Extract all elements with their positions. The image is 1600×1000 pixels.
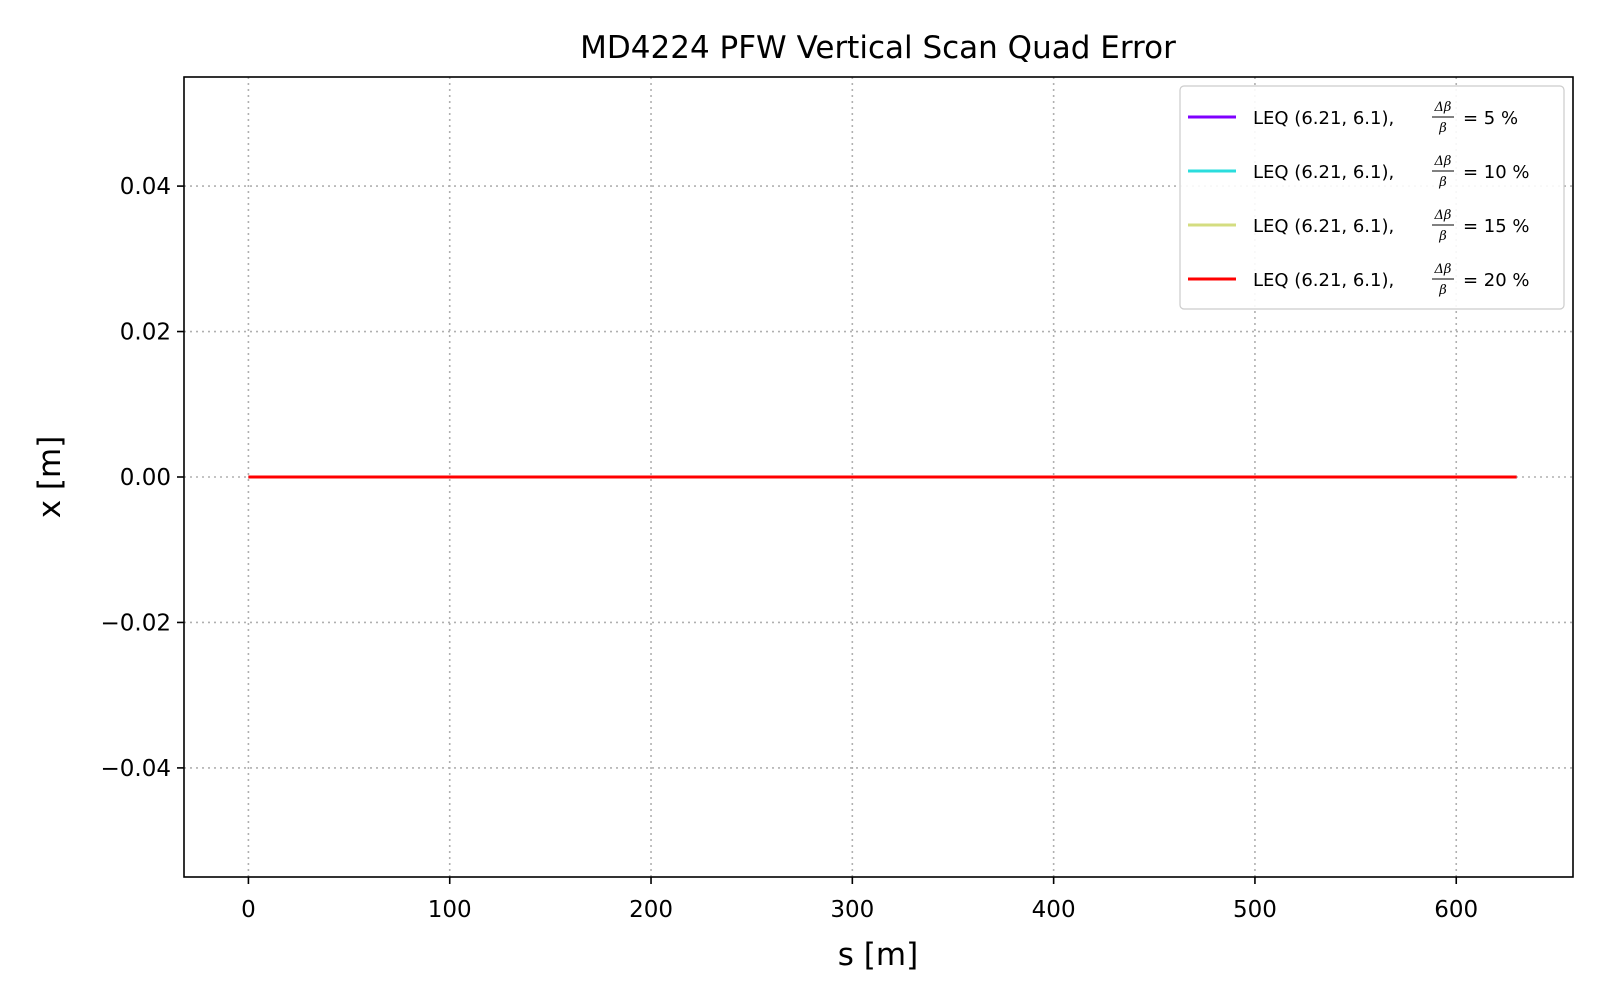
legend-percent: = 10 % [1463,162,1530,183]
y-tick-label: −0.04 [101,756,171,782]
x-tick-label: 600 [1434,897,1478,923]
legend-label: LEQ (6.21, 6.1), [1253,162,1394,183]
legend-fraction-denominator: β [1438,229,1447,244]
x-ticks: 0 100 200 300 400 500 600 [241,877,1478,923]
legend-percent: = 20 % [1463,270,1530,291]
x-tick-label: 400 [1032,897,1076,923]
x-axis-label: s [m] [838,937,918,973]
legend-percent: = 15 % [1463,216,1530,237]
legend-fraction-numerator: Δβ [1434,208,1452,223]
y-ticks: −0.04 −0.02 0.00 0.02 0.04 [101,174,184,782]
legend-label: LEQ (6.21, 6.1), [1253,216,1394,237]
y-tick-label: 0.00 [120,465,171,491]
legend-fraction-denominator: β [1438,283,1447,298]
x-tick-label: 500 [1233,897,1277,923]
legend-fraction-denominator: β [1438,121,1447,136]
x-tick-label: 0 [241,897,256,923]
legend-label: LEQ (6.21, 6.1), [1253,270,1394,291]
legend-fraction-numerator: Δβ [1434,100,1452,115]
legend-fraction-denominator: β [1438,175,1447,190]
y-tick-label: 0.02 [120,320,171,346]
y-tick-label: 0.04 [120,174,171,200]
chart-title: MD4224 PFW Vertical Scan Quad Error [580,30,1176,66]
x-tick-label: 100 [428,897,472,923]
legend-box [1179,85,1565,310]
x-tick-label: 300 [830,897,874,923]
legend-fraction-numerator: Δβ [1434,262,1452,277]
y-tick-label: −0.02 [101,610,171,636]
legend-label: LEQ (6.21, 6.1), [1253,108,1394,129]
x-tick-label: 200 [629,897,673,923]
legend-percent: = 5 % [1463,108,1518,129]
y-axis-label: x [m] [32,436,68,519]
legend: LEQ (6.21, 6.1), Δβ β = 5 % LEQ (6.21, 6.1),… [1179,85,1565,310]
legend-fraction-numerator: Δβ [1434,154,1452,169]
